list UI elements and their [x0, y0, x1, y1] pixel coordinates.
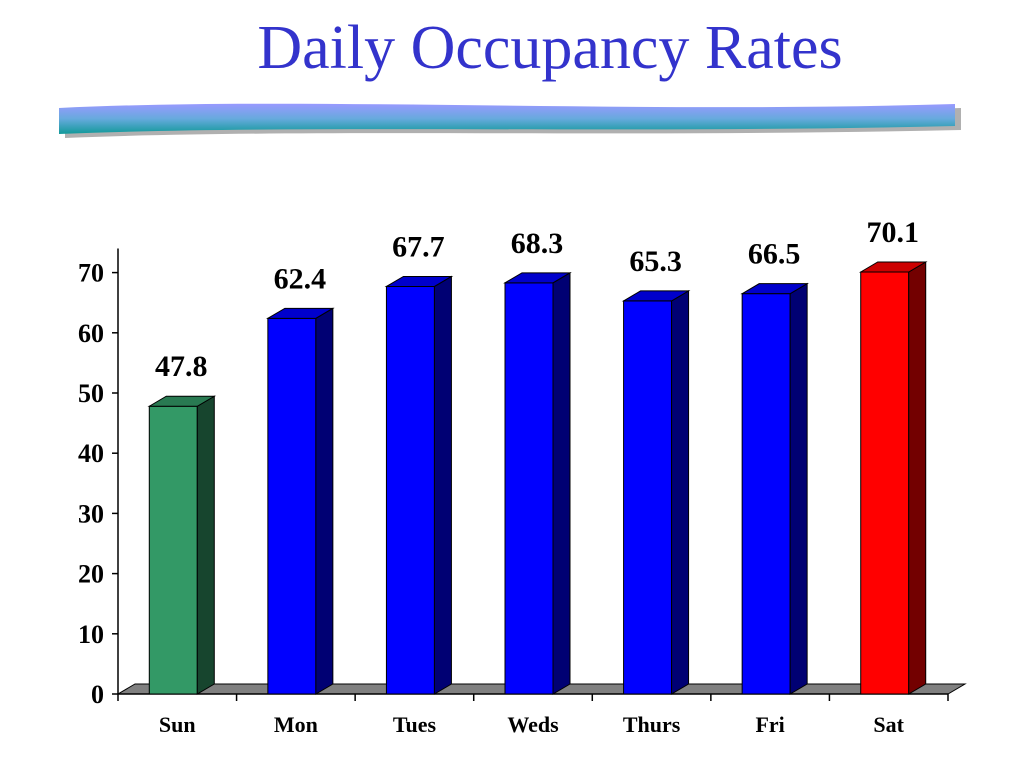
y-tick-label: 20: [78, 560, 104, 589]
bar-top: [266, 307, 335, 319]
bar-top: [384, 275, 454, 287]
bar-top: [503, 272, 572, 284]
bar-top: [740, 283, 809, 295]
x-tick-label: Tues: [393, 712, 437, 737]
y-tick-label: 30: [78, 499, 104, 528]
bar-weds: [503, 271, 572, 695]
y-tick-label: 60: [78, 319, 104, 348]
bar-front: [267, 317, 317, 695]
bar-side: [908, 261, 927, 695]
bar-top: [621, 290, 691, 302]
data-label: 47.8: [155, 350, 208, 383]
x-tick-label: Mon: [274, 712, 318, 737]
bar-thurs: [621, 290, 691, 695]
bar-side: [552, 271, 571, 695]
bar-tues: [384, 275, 454, 695]
x-tick-label: Weds: [507, 712, 559, 737]
data-label: 68.3: [511, 227, 564, 260]
x-tick-label: Thurs: [623, 712, 681, 737]
x-tick-label: Sat: [873, 712, 904, 737]
x-tick-label: Fri: [755, 712, 784, 737]
x-tick-label: Sun: [159, 712, 196, 737]
bar-sat: [858, 261, 928, 695]
y-tick-label: 50: [78, 379, 104, 408]
bar-front: [623, 300, 673, 695]
bar-side: [671, 290, 690, 695]
y-tick-label: 0: [91, 680, 104, 709]
data-label: 65.3: [629, 245, 682, 278]
y-tick-label: 10: [78, 620, 104, 649]
bar-mon: [266, 307, 335, 695]
data-label: 67.7: [392, 230, 445, 263]
page-title: Daily Occupancy Rates: [257, 14, 843, 82]
bar-sun: [147, 395, 217, 695]
bar-side: [315, 307, 334, 695]
data-label: 70.1: [866, 216, 919, 249]
y-tick-label: 40: [78, 439, 104, 468]
data-label: 62.4: [274, 262, 327, 295]
bar-front: [385, 285, 435, 695]
bar-front: [741, 293, 791, 695]
data-label: 66.5: [748, 238, 801, 271]
bar-side: [433, 275, 452, 695]
bar-top: [147, 395, 217, 407]
title-ribbon: [59, 103, 961, 138]
bar-side: [789, 282, 808, 695]
bar-top: [858, 261, 928, 273]
bar-side: [196, 395, 215, 695]
y-tick-label: 70: [78, 259, 104, 288]
bar-front: [860, 271, 910, 695]
bar-front: [504, 282, 554, 695]
bar-fri: [740, 282, 809, 695]
bar-front: [148, 405, 198, 695]
